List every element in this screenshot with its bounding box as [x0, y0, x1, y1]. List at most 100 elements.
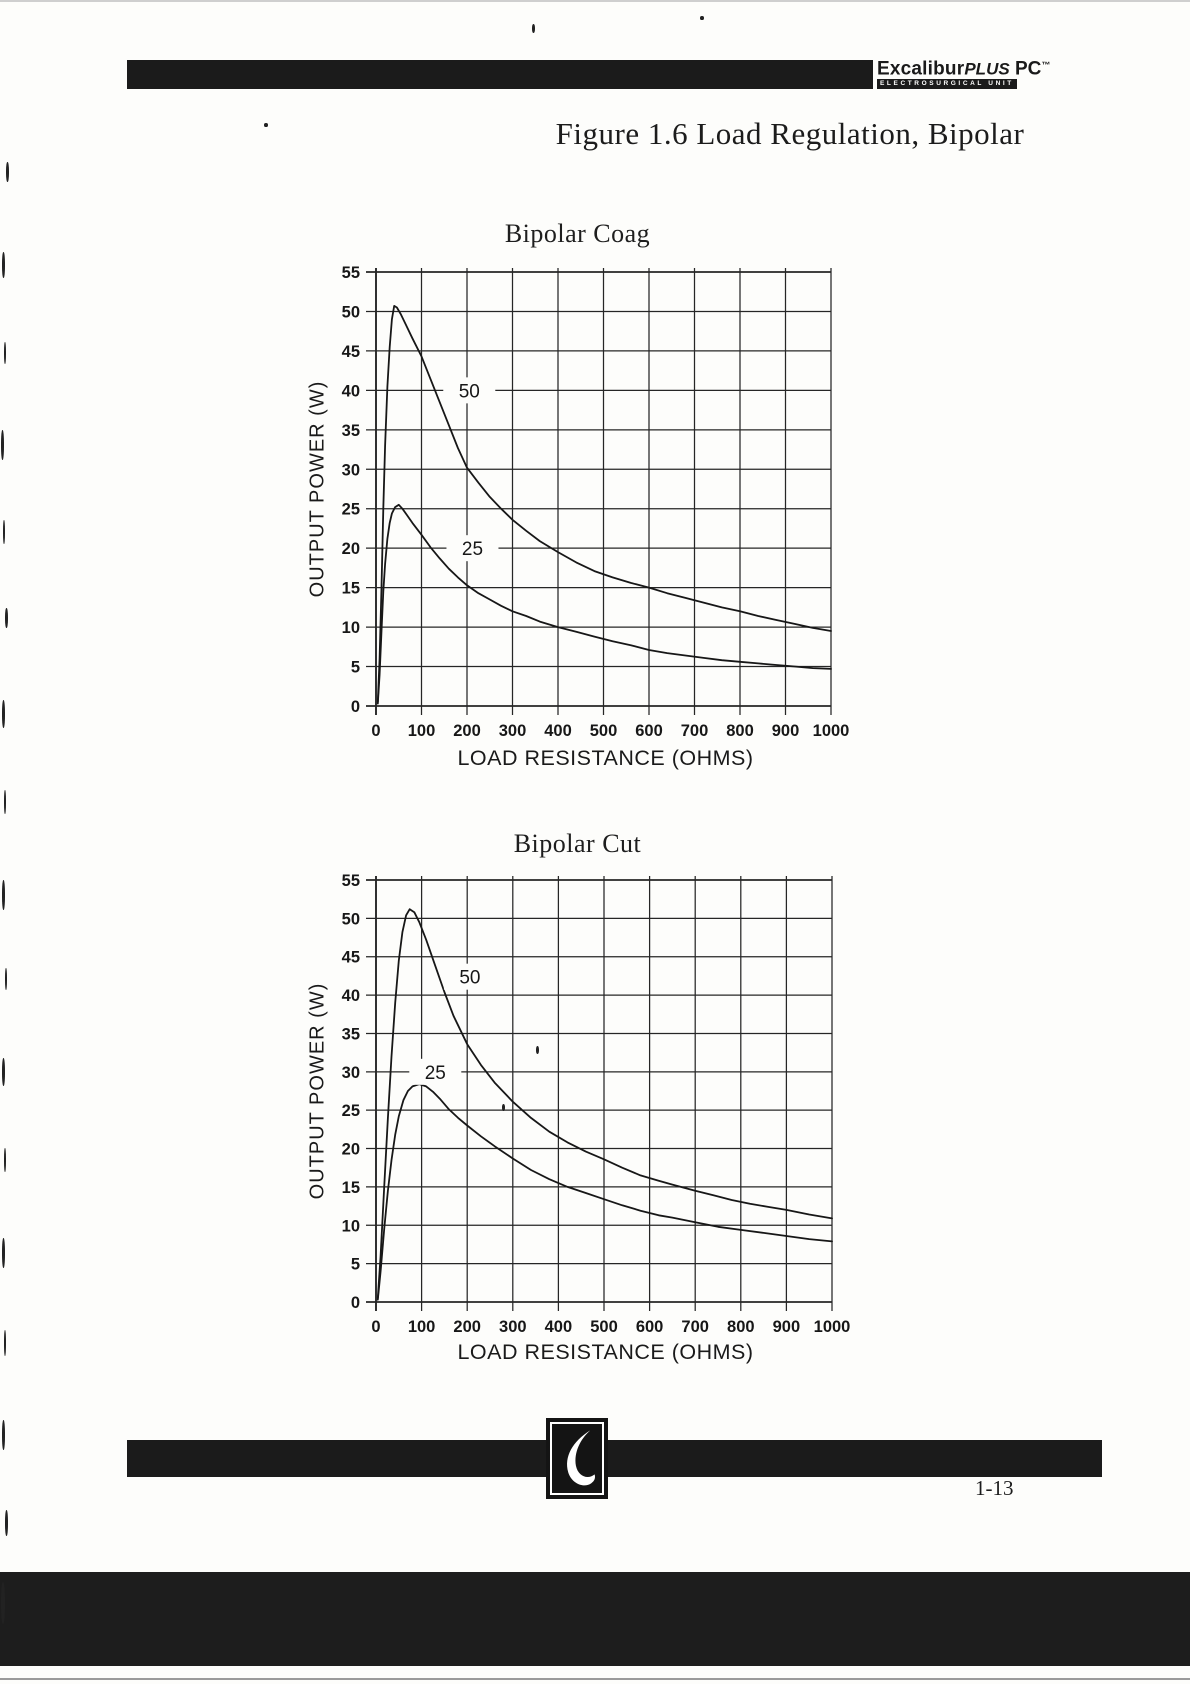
x-tick-label: 100 — [408, 1318, 436, 1336]
logo-frame — [550, 1422, 604, 1495]
series-label-bg — [446, 535, 499, 562]
x-tick-label: 0 — [371, 1318, 380, 1336]
x-tick-label: 500 — [590, 722, 618, 740]
y-tick-label: 35 — [342, 1025, 360, 1043]
scan-artifact — [264, 123, 268, 127]
series-label: 50 — [459, 968, 480, 989]
scan-artifact — [4, 790, 6, 814]
brand-suffix: PC — [1009, 58, 1042, 80]
x-tick-label: 300 — [499, 722, 527, 740]
chart-title: Bipolar Coag — [504, 219, 651, 248]
scan-artifact — [3, 520, 5, 544]
y-tick-label: 50 — [342, 303, 360, 321]
page-number: 1-13 — [975, 1476, 1014, 1500]
figure-title: Figure 1.6 Load Regulation, Bipolar — [555, 116, 1025, 151]
y-tick-label: 25 — [342, 501, 360, 519]
x-tick-label: 1000 — [813, 722, 850, 740]
y-tick-label: 20 — [342, 540, 360, 558]
series-label-bg — [443, 963, 496, 990]
series-label: 50 — [459, 381, 480, 402]
series-label-bg — [409, 1058, 462, 1085]
y-tick-label: 10 — [342, 619, 360, 637]
y-tick-label: 45 — [342, 343, 360, 361]
scan-artifact — [4, 342, 6, 364]
plot-area: 0 100 200 300 400 500 600 700 800 900 1000 0 5 10 15 20… — [342, 264, 850, 740]
series-curve-50 — [376, 908, 833, 1300]
company-logo — [546, 1418, 608, 1499]
y-tick-label: 35 — [342, 422, 360, 440]
y-tick-label: 0 — [351, 1294, 360, 1312]
scan-artifact — [2, 880, 5, 910]
series-curve-25 — [376, 1083, 833, 1301]
y-tick-label: 0 — [351, 698, 360, 716]
logo-field — [552, 1424, 602, 1493]
y-tick-label: 20 — [342, 1141, 360, 1159]
brand-main: Excalibur — [877, 58, 965, 80]
footer-rule — [127, 1440, 1102, 1477]
series-curve-50 — [376, 305, 832, 703]
brand-plus: PLUS — [964, 59, 1010, 79]
y-tick-label: 15 — [342, 1179, 360, 1197]
scan-artifact — [700, 16, 704, 20]
x-tick-label: 300 — [499, 1318, 527, 1336]
y-tick-label: 50 — [342, 910, 360, 928]
bottom-scan-line — [0, 1678, 1190, 1680]
series-label: 25 — [462, 539, 483, 560]
series-label: 25 — [425, 1063, 446, 1084]
scan-artifact — [2, 1058, 5, 1086]
scan-artifact — [4, 1330, 6, 1356]
y-tick-label: 55 — [342, 264, 360, 282]
x-tick-label: 700 — [681, 1318, 709, 1336]
scan-artifact — [502, 1104, 505, 1111]
y-tick-label: 5 — [351, 659, 360, 677]
plot-area: 0 100 200 300 400 500 600 700 800 900 1000 0 5 10 15 20… — [342, 872, 851, 1336]
scan-artifact — [5, 968, 7, 990]
x-tick-label: 900 — [773, 1318, 801, 1336]
logo-swoosh-icon — [567, 1429, 596, 1485]
scan-artifact — [2, 700, 5, 728]
scan-artifact — [5, 608, 8, 628]
x-tick-label: 100 — [408, 722, 436, 740]
x-tick-label: 200 — [453, 722, 481, 740]
y-tick-label: 30 — [342, 1064, 360, 1082]
scan-artifact — [5, 1510, 8, 1536]
x-tick-label: 500 — [590, 1318, 618, 1336]
x-tick-label: 600 — [636, 1318, 664, 1336]
y-tick-label: 30 — [342, 461, 360, 479]
x-tick-label: 800 — [727, 1318, 755, 1336]
x-axis-title: LOAD RESISTANCE (OHMS) — [457, 746, 754, 770]
x-tick-label: 900 — [772, 722, 800, 740]
brand-subtitle: ELECTROSURGICAL UNIT — [877, 79, 1017, 90]
series-label-bg — [443, 377, 496, 404]
scan-artifact — [2, 1420, 5, 1450]
y-tick-label: 45 — [342, 949, 360, 967]
series-curve-25 — [376, 503, 832, 705]
scan-artifact — [536, 1046, 539, 1054]
x-tick-label: 200 — [453, 1318, 481, 1336]
y-tick-label: 40 — [342, 987, 360, 1005]
trademark-symbol: ™ — [1041, 60, 1051, 70]
x-tick-label: 600 — [635, 722, 663, 740]
x-tick-label: 700 — [681, 722, 709, 740]
y-tick-label: 10 — [342, 1217, 360, 1235]
scan-artifact — [2, 252, 5, 278]
x-axis-title: LOAD RESISTANCE (OHMS) — [457, 1340, 754, 1364]
scan-artifact — [1, 430, 4, 460]
scan-artifact — [2, 1238, 5, 1268]
scan-artifact — [4, 1148, 6, 1172]
x-tick-label: 1000 — [814, 1318, 851, 1336]
scan-artifact — [6, 162, 9, 182]
y-tick-label: 15 — [342, 580, 360, 598]
x-tick-label: 400 — [545, 1318, 573, 1336]
scan-artifact — [532, 24, 535, 33]
y-tick-label: 55 — [342, 872, 360, 890]
y-tick-label: 25 — [342, 1102, 360, 1120]
scan-artifact — [1, 1582, 5, 1624]
brand-logo: ExcaliburPLUS PC™ ELECTROSURGICAL UNIT — [877, 55, 1050, 90]
x-tick-label: 400 — [544, 722, 572, 740]
bottom-scan-band — [0, 1572, 1190, 1666]
x-tick-label: 0 — [371, 722, 380, 740]
y-tick-label: 5 — [351, 1256, 360, 1274]
brand-name: ExcaliburPLUS PC™ — [877, 55, 1050, 80]
